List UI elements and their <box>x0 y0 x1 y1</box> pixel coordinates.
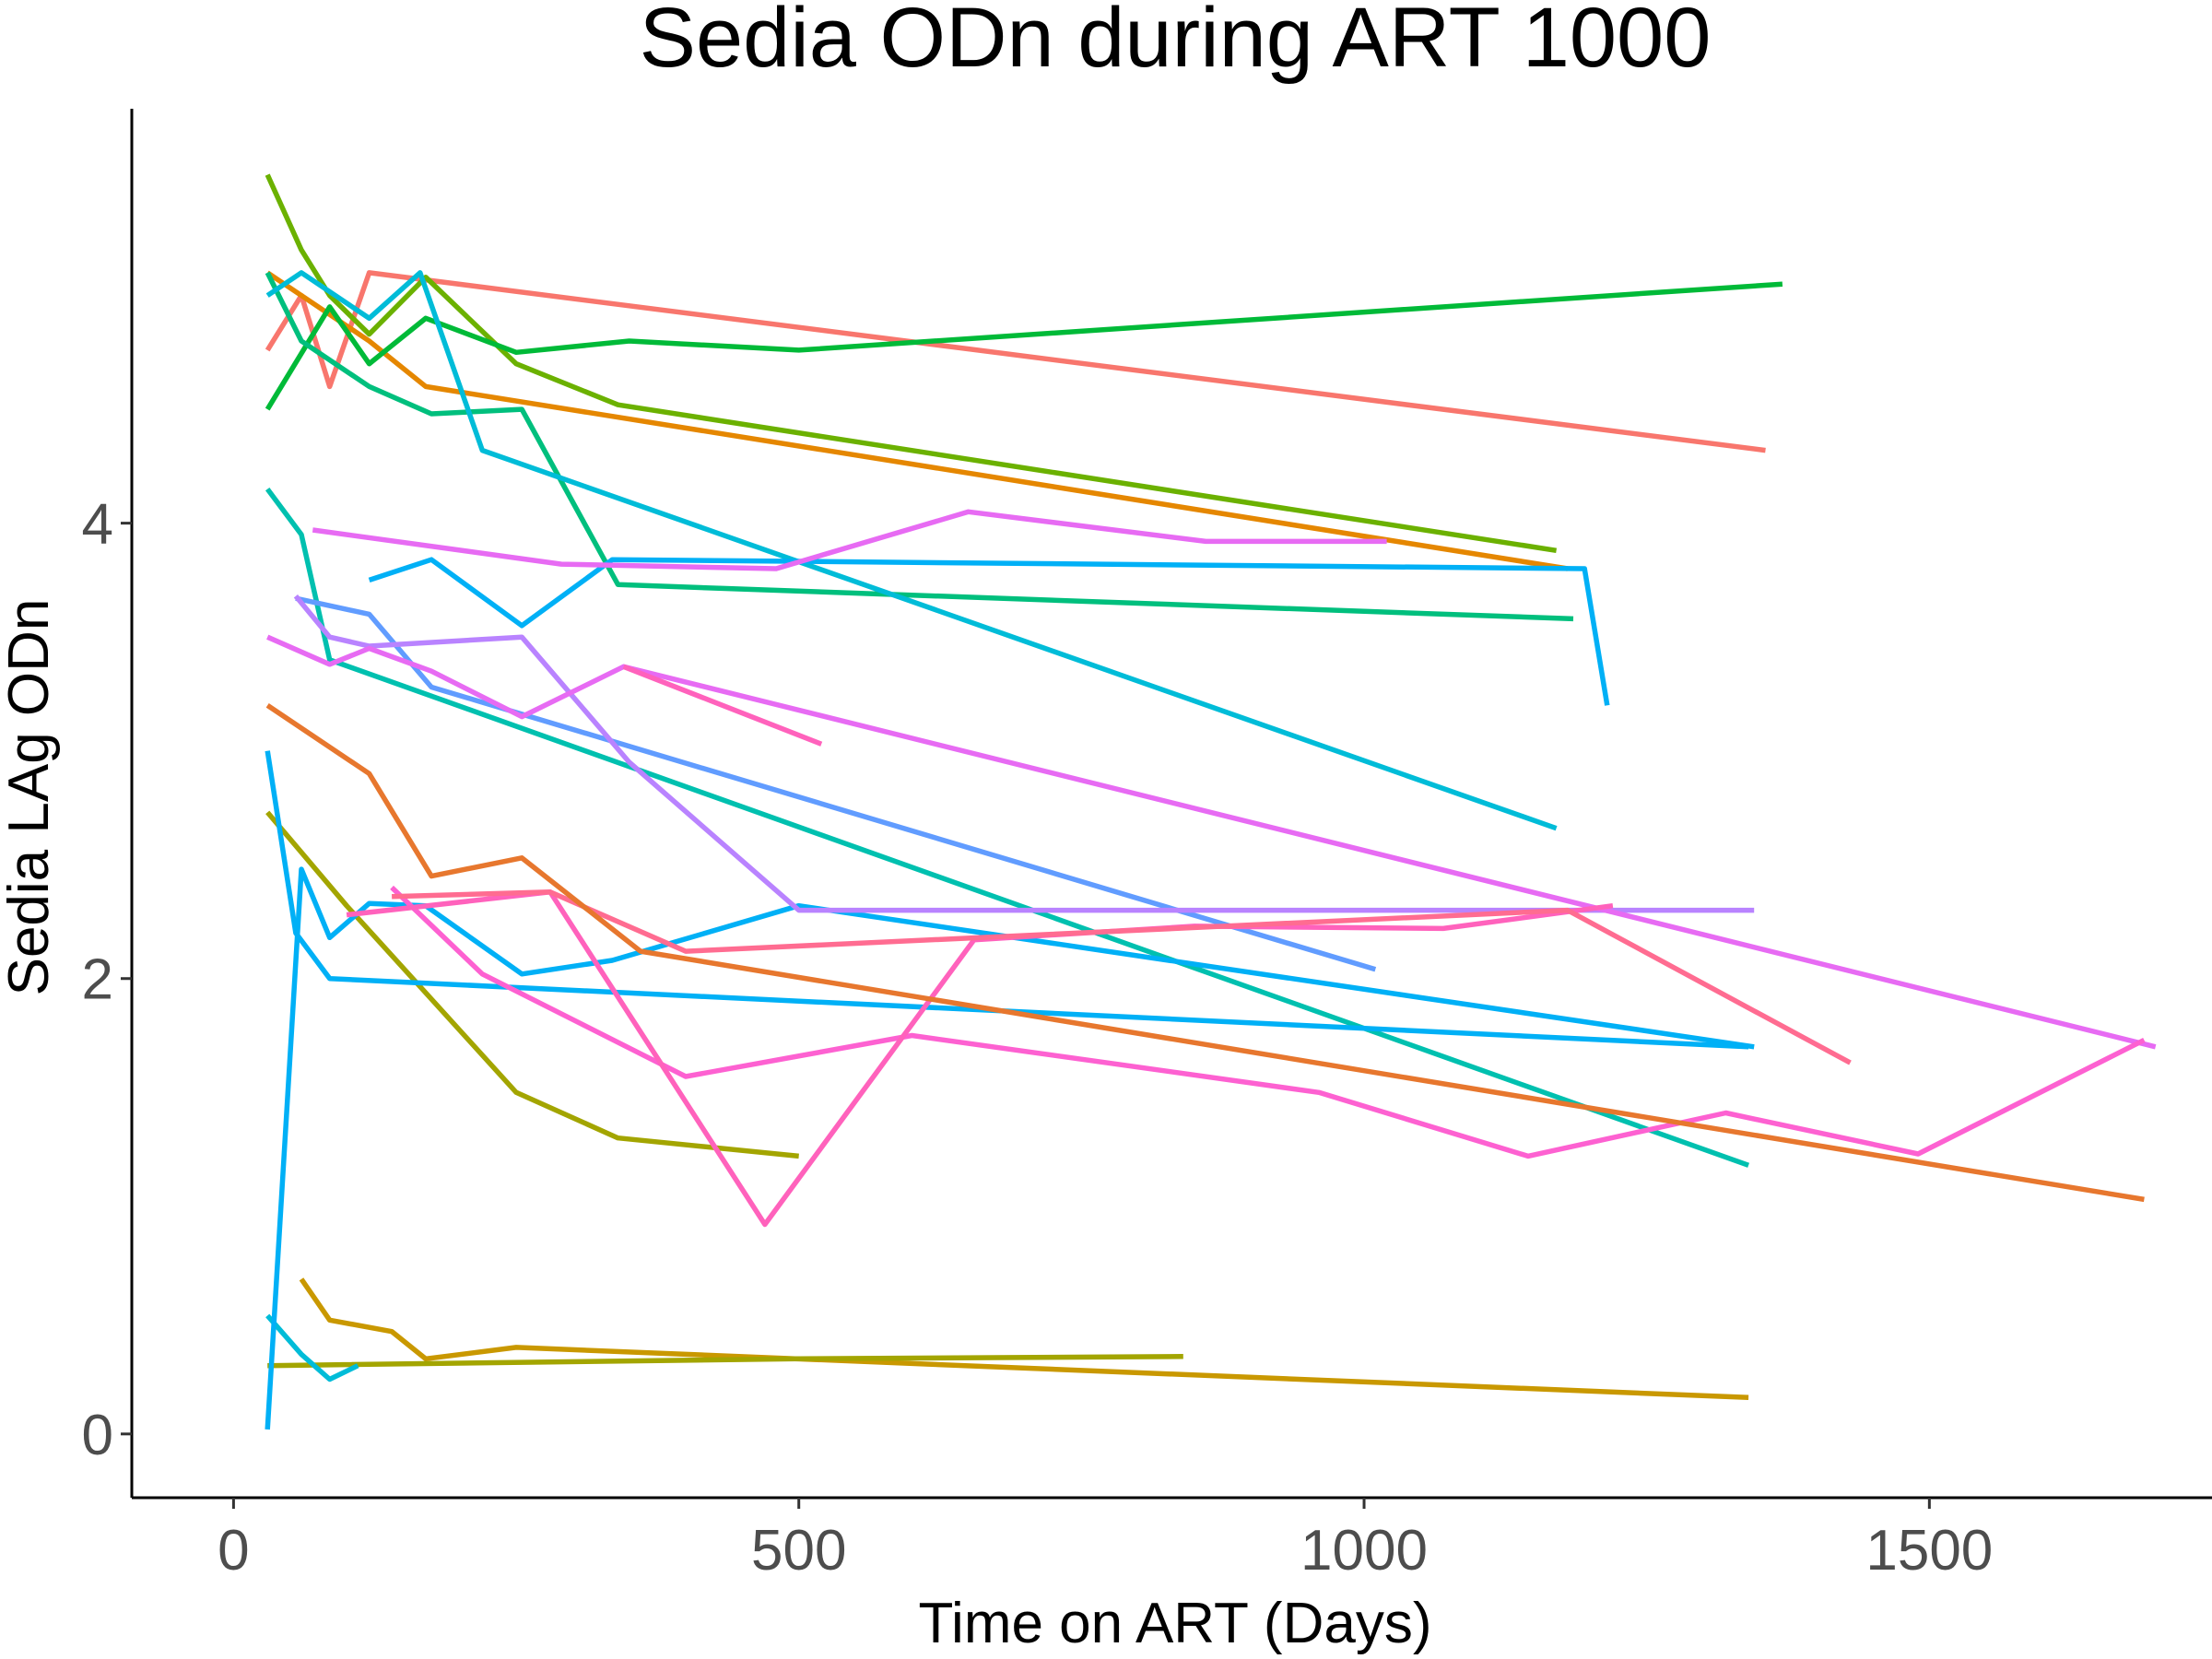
series-line-6 <box>265 173 1558 554</box>
x-ticks: 0 500 1000 1500 <box>218 1498 1993 1583</box>
x-tick-label: 1000 <box>1300 1519 1428 1583</box>
series-line-20 <box>622 664 823 747</box>
y-tick-label: 0 <box>82 1404 113 1467</box>
x-tick-label: 500 <box>751 1519 846 1583</box>
series-line-22 <box>392 889 1852 1065</box>
x-tick-label: 0 <box>218 1519 249 1583</box>
series-line-3 <box>299 1277 1749 1401</box>
series-line-11 <box>265 1313 359 1382</box>
series-line-19 <box>390 885 2146 1159</box>
y-ticks: 0 2 4 <box>82 493 132 1467</box>
series-line-4 <box>265 810 799 1159</box>
series-line-16 <box>293 594 1755 913</box>
series-line-14 <box>265 866 1755 1430</box>
series-line-5 <box>267 1354 1183 1369</box>
series-line-12 <box>368 557 1610 706</box>
chart-title: Sedia ODn during ART 1000 <box>640 0 1712 85</box>
x-axis-title: Time on ART (Days) <box>918 1592 1431 1655</box>
series-line-7 <box>265 281 1783 411</box>
series-line-10 <box>265 270 1558 831</box>
series-line-18 <box>312 509 1387 571</box>
series-line-21 <box>346 889 1614 1228</box>
plot-series <box>265 173 2157 1430</box>
y-tick-label: 4 <box>82 493 113 557</box>
series-line-15 <box>295 595 1377 972</box>
series-line-8 <box>265 271 1574 622</box>
series-line-17 <box>266 634 2157 1050</box>
y-tick-label: 2 <box>82 948 113 1012</box>
series-line-2 <box>265 270 1569 571</box>
y-axis-title: Sedia LAg ODn <box>0 599 61 996</box>
x-tick-label: 1500 <box>1865 1519 1993 1583</box>
series-line-23 <box>265 703 2145 1203</box>
series-line-13 <box>265 750 1749 1050</box>
